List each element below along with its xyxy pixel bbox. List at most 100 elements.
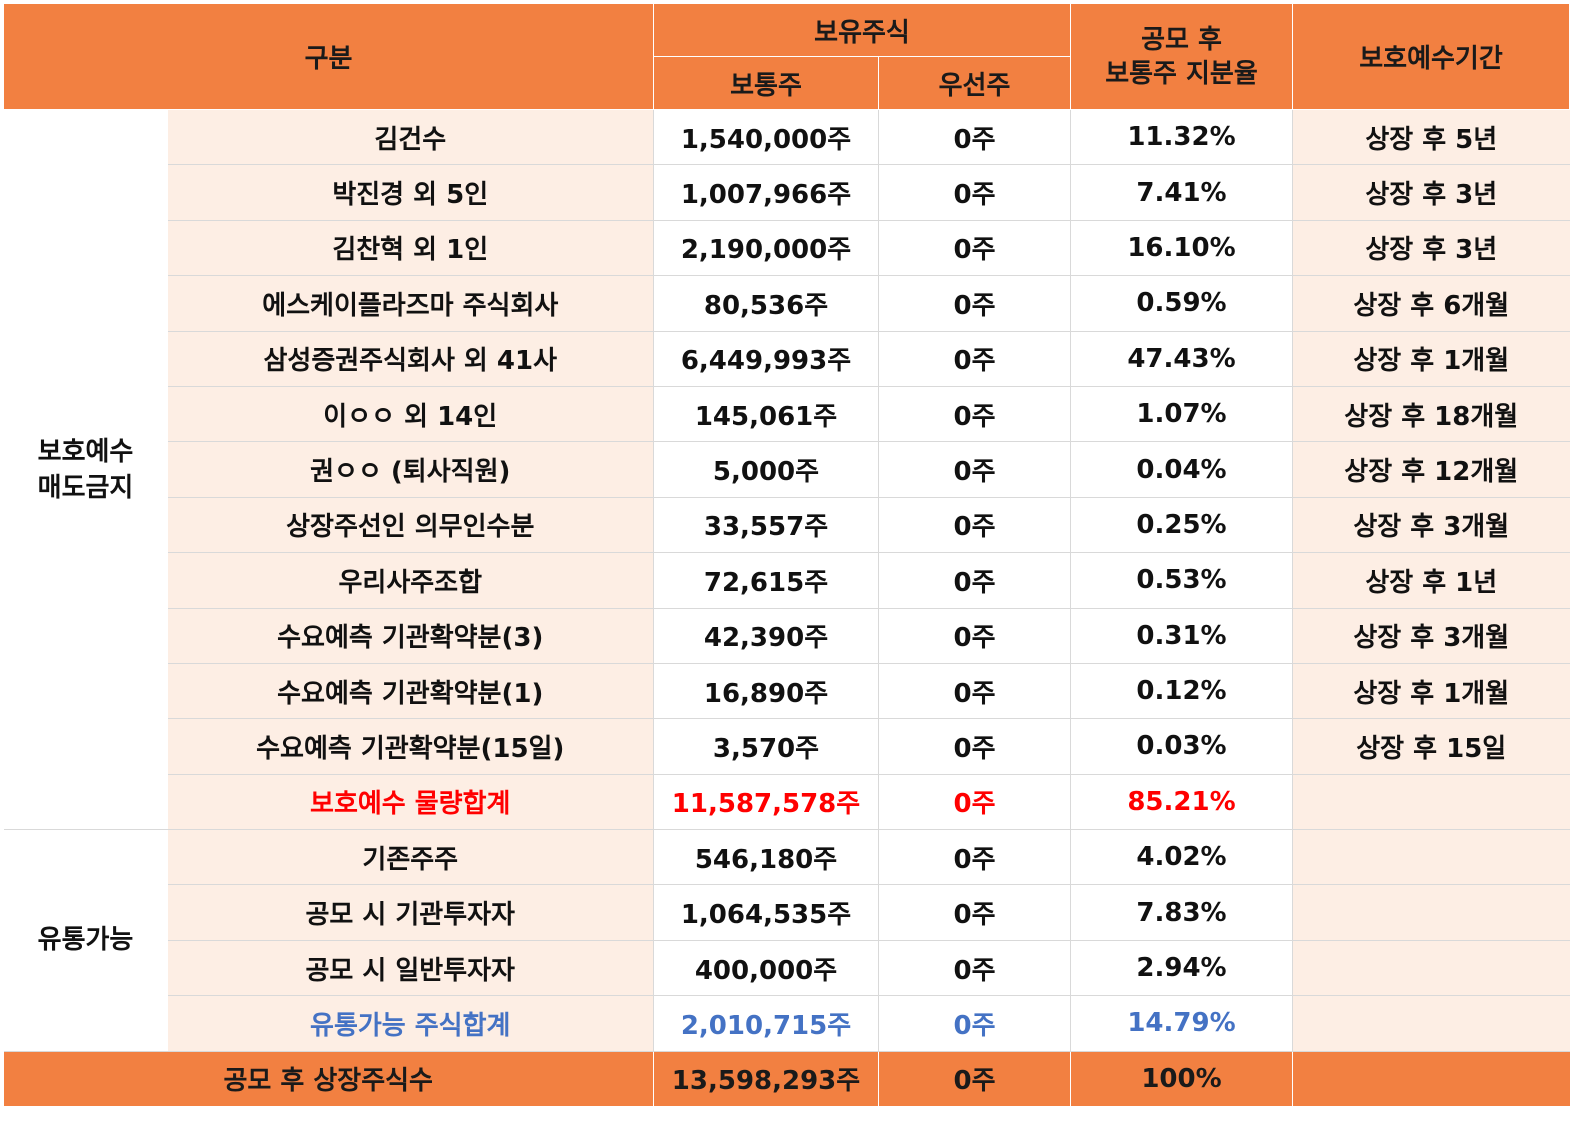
header-ratio-line1: 공모 후 (1141, 24, 1222, 55)
table-row: 수요예측 기관확약분(3) 42,390주 0주 0.31% 상장 후 3개월 (4, 608, 1570, 664)
header-holdings: 보유주식 (653, 3, 1071, 57)
table-row: 김찬혁 외 1인 2,190,000주 0주 16.10% 상장 후 3년 (4, 220, 1570, 277)
row-period (1292, 884, 1570, 941)
table-row: 이ㅇㅇ 외 14인 145,061주 0주 1.07% 상장 후 18개월 (4, 386, 1570, 443)
table-row: 박진경 외 5인 1,007,966주 0주 7.41% 상장 후 3년 (4, 164, 1570, 221)
row-name: 상장주선인 의무인수분 (167, 497, 654, 554)
row-name: 김건수 (167, 109, 654, 166)
lockup-total-preferred: 0주 (878, 774, 1071, 831)
row-period: 상장 후 3개월 (1292, 608, 1570, 664)
row-preferred: 0주 (878, 275, 1071, 332)
row-name: 우리사주조합 (167, 552, 654, 609)
row-ratio: 4.02% (1070, 829, 1293, 886)
row-period: 상장 후 18개월 (1292, 386, 1570, 443)
row-name: 기존주주 (167, 829, 654, 886)
table-row: 에스케이플라즈마 주식회사 80,536주 0주 0.59% 상장 후 6개월 (4, 275, 1570, 332)
row-name: 이ㅇㅇ 외 14인 (167, 386, 654, 443)
row-common: 1,540,000주 (653, 109, 879, 166)
table-row: 우리사주조합 72,615주 0주 0.53% 상장 후 1년 (4, 552, 1570, 609)
row-common: 2,190,000주 (653, 220, 879, 277)
row-preferred: 0주 (878, 220, 1071, 277)
group-lockup-line2: 매도금지 (37, 472, 134, 503)
row-name: 김찬혁 외 1인 (167, 220, 654, 277)
row-ratio: 7.83% (1070, 884, 1293, 941)
row-common: 1,064,535주 (653, 884, 879, 941)
row-preferred: 0주 (878, 829, 1071, 886)
row-common: 6,449,993주 (653, 331, 879, 387)
tradable-total-period (1292, 995, 1570, 1052)
header-common: 보통주 (653, 56, 879, 110)
table-row: 공모 시 기관투자자 1,064,535주 0주 7.83% (4, 884, 1570, 941)
grand-total-row: 공모 후 상장주식수 13,598,293주 0주 100% (3, 1050, 1570, 1106)
grand-total-period (1292, 1050, 1570, 1106)
row-ratio: 7.41% (1070, 164, 1293, 221)
row-common: 72,615주 (653, 552, 879, 609)
header-category: 구분 (3, 3, 654, 110)
table-row: 보호예수 매도금지 김건수 1,540,000주 0주 11.32% 상장 후 … (3, 109, 1570, 831)
row-name: 박진경 외 5인 (167, 164, 654, 221)
grand-total-common: 13,598,293주 (653, 1050, 879, 1106)
row-period (1292, 940, 1570, 997)
row-common: 1,007,966주 (653, 164, 879, 221)
group-lockup-line1: 보호예수 (37, 436, 134, 467)
tradable-total-ratio: 14.79% (1070, 995, 1293, 1052)
tradable-total-preferred: 0주 (878, 995, 1071, 1052)
row-preferred: 0주 (878, 552, 1071, 609)
table-row: 공모 시 일반투자자 400,000주 0주 2.94% (4, 940, 1570, 997)
row-period: 상장 후 12개월 (1292, 441, 1570, 498)
table-row: 권ㅇㅇ (퇴사직원) 5,000주 0주 0.04% 상장 후 12개월 (4, 441, 1570, 498)
tradable-total-common: 2,010,715주 (653, 995, 879, 1052)
header-ratio-line2: 보통주 지분율 (1105, 58, 1258, 89)
row-period: 상장 후 3년 (1292, 164, 1570, 221)
row-ratio: 2.94% (1070, 940, 1293, 997)
lockup-total-period (1292, 774, 1570, 831)
row-preferred: 0주 (878, 663, 1071, 720)
row-period: 상장 후 1년 (1292, 552, 1570, 609)
row-ratio: 0.12% (1070, 663, 1293, 720)
row-preferred: 0주 (878, 718, 1071, 775)
row-preferred: 0주 (878, 331, 1071, 387)
row-common: 16,890주 (653, 663, 879, 720)
row-name: 삼성증권주식회사 외 41사 (167, 331, 654, 387)
row-ratio: 0.04% (1070, 441, 1293, 498)
table-row: 상장주선인 의무인수분 33,557주 0주 0.25% 상장 후 3개월 (4, 497, 1570, 554)
row-name: 권ㅇㅇ (퇴사직원) (167, 441, 654, 498)
row-ratio: 0.03% (1070, 718, 1293, 775)
row-common: 3,570주 (653, 718, 879, 775)
row-common: 5,000주 (653, 441, 879, 498)
header-ratio: 공모 후 보통주 지분율 (1070, 3, 1293, 110)
row-period: 상장 후 3개월 (1292, 497, 1570, 554)
grand-total-ratio: 100% (1070, 1050, 1293, 1106)
table-row: 유통가능 기존주주 546,180주 0주 4.02% (3, 829, 1570, 1052)
row-period: 상장 후 15일 (1292, 718, 1570, 775)
grand-total-preferred: 0주 (878, 1050, 1071, 1106)
row-common: 546,180주 (653, 829, 879, 886)
row-common: 145,061주 (653, 386, 879, 443)
row-period: 상장 후 3년 (1292, 220, 1570, 277)
row-preferred: 0주 (878, 608, 1071, 664)
row-ratio: 1.07% (1070, 386, 1293, 443)
row-preferred: 0주 (878, 441, 1071, 498)
tradable-total-name: 유통가능 주식합계 (167, 995, 654, 1052)
table-row: 수요예측 기관확약분(15일) 3,570주 0주 0.03% 상장 후 15일 (4, 718, 1570, 775)
lockup-total-name: 보호예수 물량합계 (167, 774, 654, 831)
table-row: 수요예측 기관확약분(1) 16,890주 0주 0.12% 상장 후 1개월 (4, 663, 1570, 720)
row-common: 400,000주 (653, 940, 879, 997)
row-name: 공모 시 일반투자자 (167, 940, 654, 997)
lockup-total-common: 11,587,578주 (653, 774, 879, 831)
row-common: 80,536주 (653, 275, 879, 332)
tradable-total-row: 유통가능 주식합계 2,010,715주 0주 14.79% (4, 995, 1570, 1052)
row-name: 에스케이플라즈마 주식회사 (167, 275, 654, 332)
row-common: 33,557주 (653, 497, 879, 554)
lockup-table: 구분 보유주식 공모 후 보통주 지분율 보호예수기간 보통주 우선주 보호예수… (3, 3, 1570, 1106)
row-name: 수요예측 기관확약분(15일) (167, 718, 654, 775)
row-ratio: 0.31% (1070, 608, 1293, 664)
row-period: 상장 후 5년 (1292, 109, 1570, 166)
table-row: 삼성증권주식회사 외 41사 6,449,993주 0주 47.43% 상장 후… (4, 331, 1570, 387)
row-ratio: 47.43% (1070, 331, 1293, 387)
row-ratio: 0.53% (1070, 552, 1293, 609)
row-name: 수요예측 기관확약분(1) (167, 663, 654, 720)
lockup-total-row: 보호예수 물량합계 11,587,578주 0주 85.21% (4, 774, 1570, 831)
row-period: 상장 후 1개월 (1292, 331, 1570, 387)
row-preferred: 0주 (878, 940, 1071, 997)
